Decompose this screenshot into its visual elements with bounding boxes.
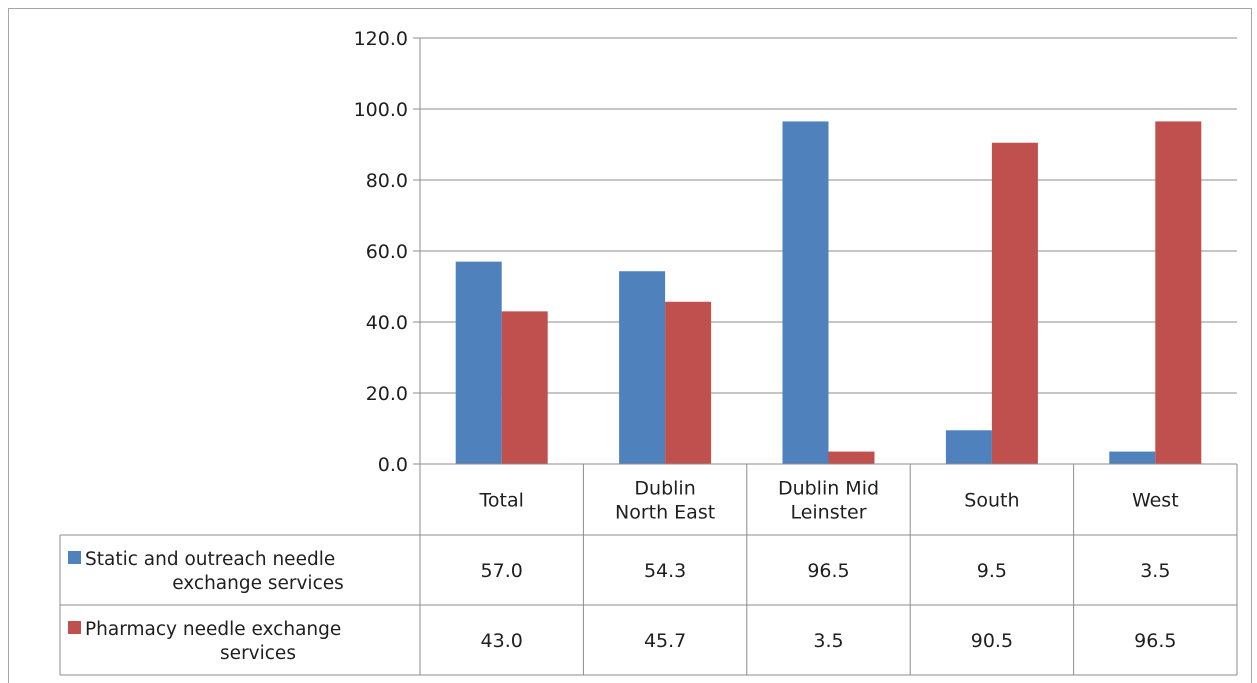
bar-series-1 [1109,451,1156,464]
legend-label: services [220,643,296,664]
bar-series-1 [782,121,829,465]
legend-label: Pharmacy needle exchange [85,619,341,640]
data-value-label: 57.0 [481,560,523,582]
bar-series-2 [991,142,1038,464]
bar-series-2 [1155,121,1202,465]
legend-label: Static and outreach needle [85,549,335,570]
bars [455,121,1202,465]
y-tick-label: 60.0 [366,241,408,263]
y-tick-label: 20.0 [366,383,408,405]
y-tick-label: 80.0 [366,170,408,192]
y-tick-label: 100.0 [354,99,408,121]
category-label: Total [479,490,524,512]
y-tick-label: 40.0 [366,312,408,334]
data-value-label: 3.5 [1140,560,1170,582]
data-value-label: 96.5 [1134,630,1176,652]
bar-series-1 [455,261,502,464]
bar-series-2 [501,311,548,464]
data-value-label: 96.5 [807,560,849,582]
bar-series-2 [828,451,875,464]
y-tick-label: 0.0 [378,454,408,476]
data-value-label: 9.5 [977,560,1007,582]
category-label: Dublin Mid [778,478,879,500]
bar-series-2 [665,301,712,464]
category-label: Leinster [790,502,866,524]
category-label: South [964,490,1019,512]
data-value-label: 54.3 [644,560,686,582]
data-value-label: 90.5 [971,630,1013,652]
legend-key-series-1 [68,551,81,564]
bar-series-1 [945,430,992,464]
legend-label: exchange services [172,573,344,594]
y-tick-label: 120.0 [354,28,408,50]
category-label: West [1132,490,1179,512]
legend-key-series-2 [68,621,81,634]
chart-frame [8,8,1252,683]
data-value-label: 43.0 [481,630,523,652]
data-value-label: 45.7 [644,630,686,652]
y-axis: 0.0 20.0 40.0 60.0 80.0 100.0 120.0 [354,28,421,675]
data-value-label: 3.5 [813,630,843,652]
category-label: Dublin [634,478,695,500]
bar-series-1 [619,271,666,464]
category-label: North East [615,502,715,524]
